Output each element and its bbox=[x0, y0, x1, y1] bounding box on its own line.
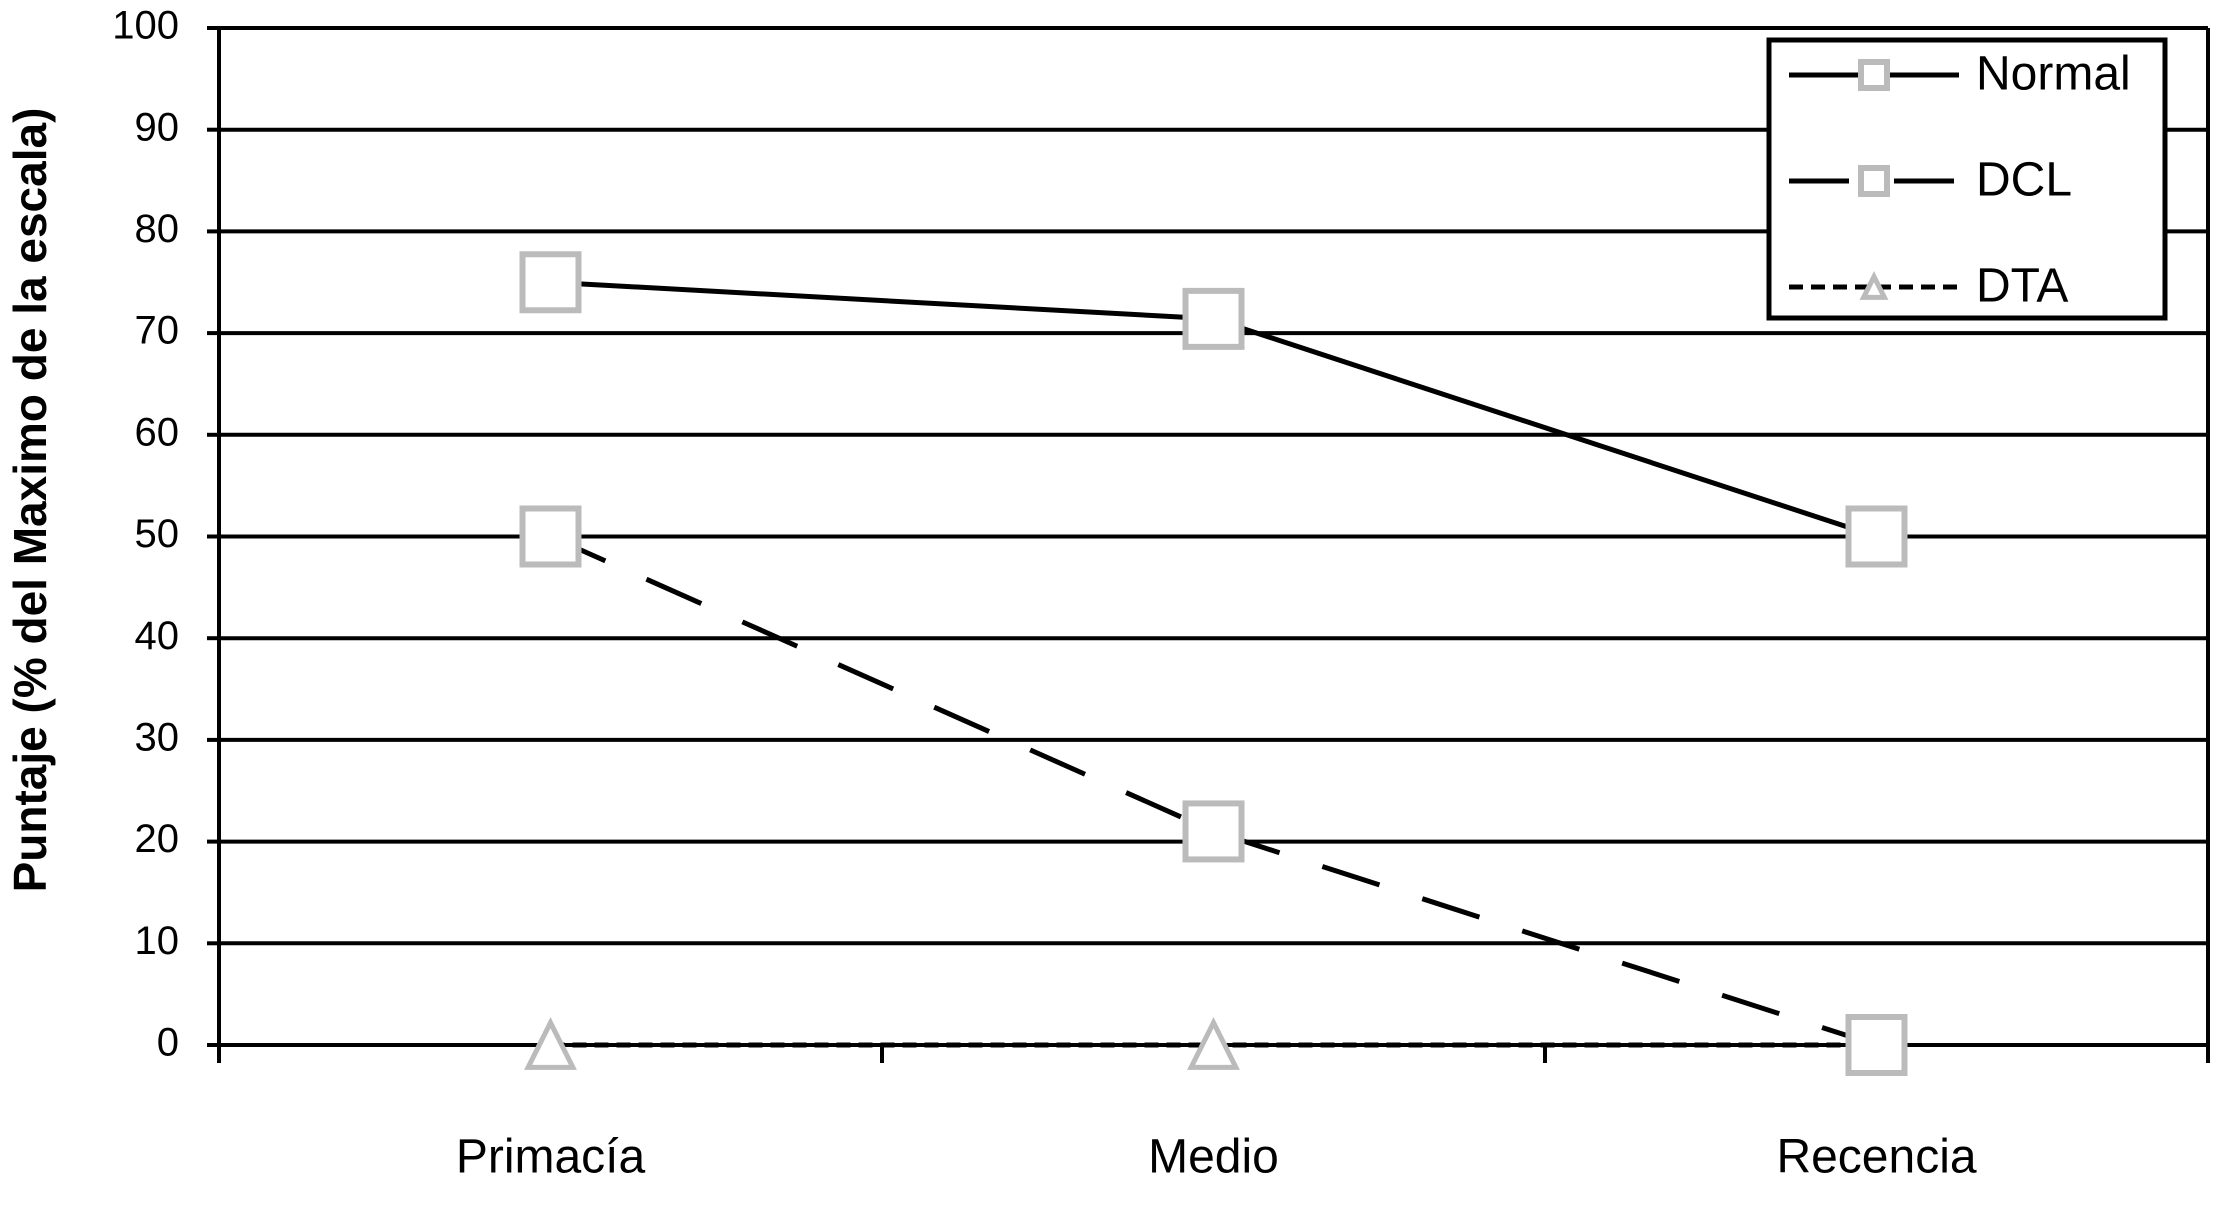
y-tick-label: 80 bbox=[135, 207, 180, 251]
marker bbox=[1187, 1017, 1240, 1070]
y-tick-label: 0 bbox=[157, 1021, 179, 1065]
y-tick-label: 90 bbox=[135, 105, 180, 149]
y-tick-label: 100 bbox=[112, 4, 179, 48]
x-tick-label: Recencia bbox=[1776, 1131, 1976, 1184]
y-tick-label: 10 bbox=[135, 919, 180, 963]
y-tick-label: 70 bbox=[135, 309, 180, 353]
marker bbox=[1858, 165, 1890, 197]
x-tick-label: Medio bbox=[1148, 1131, 1279, 1184]
series-line bbox=[549, 534, 1878, 1048]
y-tick-label: 60 bbox=[135, 410, 180, 454]
marker bbox=[524, 1017, 577, 1070]
marker bbox=[1845, 1014, 1908, 1076]
marker bbox=[519, 505, 582, 568]
marker bbox=[519, 251, 582, 314]
legend-label: Normal bbox=[1976, 48, 2131, 101]
marker bbox=[1182, 800, 1245, 863]
y-tick-label: 50 bbox=[135, 512, 180, 556]
y-tick-label: 40 bbox=[135, 614, 180, 658]
legend-label: DTA bbox=[1976, 260, 2068, 313]
y-axis-title: Puntaje (% del Maximo de la escala) bbox=[4, 108, 56, 893]
x-tick-label: Primacía bbox=[456, 1131, 646, 1184]
marker bbox=[1859, 271, 1889, 300]
marker bbox=[1182, 287, 1245, 350]
y-tick-label: 20 bbox=[135, 817, 180, 861]
y-tick-label: 30 bbox=[135, 715, 180, 759]
legend-label: DCL bbox=[1976, 154, 2072, 207]
marker bbox=[1858, 59, 1890, 91]
marker bbox=[1845, 505, 1908, 568]
